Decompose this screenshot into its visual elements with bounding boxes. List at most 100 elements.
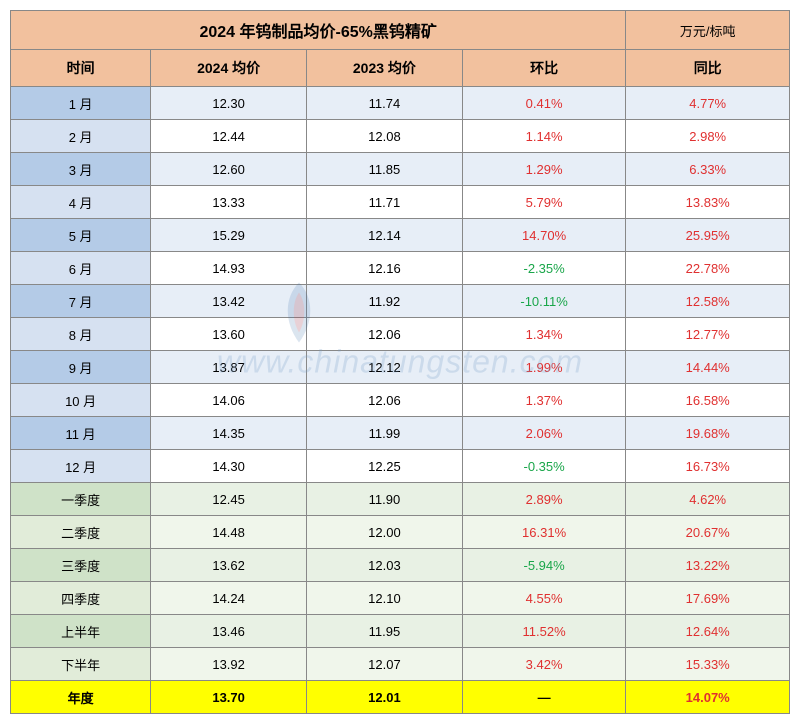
col-time: 时间 [11,50,151,87]
header-row: 时间 2024 均价 2023 均价 环比 同比 [11,50,790,87]
table-cell: 14.06 [151,384,307,417]
table-cell: 13.46 [151,615,307,648]
table-row: 7 月13.4211.92-10.11%12.58% [11,285,790,318]
table-cell: 2 月 [11,120,151,153]
table-cell: 14.35 [151,417,307,450]
table-cell: 12.06 [307,318,463,351]
table-cell: 13.70 [151,681,307,714]
table-cell: 11.85 [307,153,463,186]
table-cell: 12.06 [307,384,463,417]
table-cell: -2.35% [462,252,626,285]
table-cell: 5.79% [462,186,626,219]
table-cell: 14.24 [151,582,307,615]
table-cell: 11 月 [11,417,151,450]
table-cell: -5.94% [462,549,626,582]
table-row: 10 月14.0612.061.37%16.58% [11,384,790,417]
table-cell: 3 月 [11,153,151,186]
col-2024-avg: 2024 均价 [151,50,307,87]
table-row: 一季度12.4511.902.89%4.62% [11,483,790,516]
table-cell: 13.83% [626,186,790,219]
table-cell: 16.58% [626,384,790,417]
table-cell: 0.41% [462,87,626,120]
table-cell: — [462,681,626,714]
table-row: 年度13.7012.01—14.07% [11,681,790,714]
table-cell: 8 月 [11,318,151,351]
table-cell: 14.70% [462,219,626,252]
table-cell: 12.10 [307,582,463,615]
table-cell: 2.98% [626,120,790,153]
table-cell: 12.45 [151,483,307,516]
table-cell: 19.68% [626,417,790,450]
table-cell: 2.06% [462,417,626,450]
table-cell: 12.14 [307,219,463,252]
table-cell: 15.33% [626,648,790,681]
table-cell: 11.74 [307,87,463,120]
table-cell: 14.30 [151,450,307,483]
table-row: 6 月14.9312.16-2.35%22.78% [11,252,790,285]
table-cell: 11.99 [307,417,463,450]
table-container: www.chinatungsten.com 2024 年钨制品均价-65%黑钨精… [10,10,790,714]
table-cell: 10 月 [11,384,151,417]
table-cell: 12.00 [307,516,463,549]
table-cell: 11.95 [307,615,463,648]
table-row: 5 月15.2912.1414.70%25.95% [11,219,790,252]
table-cell: 12.64% [626,615,790,648]
table-row: 11 月14.3511.992.06%19.68% [11,417,790,450]
table-cell: -0.35% [462,450,626,483]
table-row: 1 月12.3011.740.41%4.77% [11,87,790,120]
table-cell: 1.14% [462,120,626,153]
table-cell: 15.29 [151,219,307,252]
table-unit: 万元/标吨 [626,11,790,50]
table-title: 2024 年钨制品均价-65%黑钨精矿 [11,11,626,50]
table-cell: 1 月 [11,87,151,120]
table-cell: 12.07 [307,648,463,681]
table-cell: 11.92 [307,285,463,318]
table-cell: 2.89% [462,483,626,516]
table-row: 4 月13.3311.715.79%13.83% [11,186,790,219]
table-cell: 3.42% [462,648,626,681]
table-row: 三季度13.6212.03-5.94%13.22% [11,549,790,582]
table-row: 上半年13.4611.9511.52%12.64% [11,615,790,648]
price-table: 2024 年钨制品均价-65%黑钨精矿 万元/标吨 时间 2024 均价 202… [10,10,790,714]
table-cell: 11.90 [307,483,463,516]
table-cell: 12.16 [307,252,463,285]
table-cell: 17.69% [626,582,790,615]
table-cell: 12.44 [151,120,307,153]
table-cell: 13.92 [151,648,307,681]
table-row: 2 月12.4412.081.14%2.98% [11,120,790,153]
table-cell: 三季度 [11,549,151,582]
table-cell: 9 月 [11,351,151,384]
table-cell: 4.55% [462,582,626,615]
table-cell: 4 月 [11,186,151,219]
table-cell: 22.78% [626,252,790,285]
table-row: 四季度14.2412.104.55%17.69% [11,582,790,615]
table-cell: 13.87 [151,351,307,384]
table-cell: 12.58% [626,285,790,318]
table-cell: 13.42 [151,285,307,318]
table-cell: 14.93 [151,252,307,285]
table-cell: 11.71 [307,186,463,219]
table-cell: 5 月 [11,219,151,252]
table-cell: 年度 [11,681,151,714]
table-cell: 4.77% [626,87,790,120]
table-cell: 6.33% [626,153,790,186]
table-row: 8 月13.6012.061.34%12.77% [11,318,790,351]
table-cell: 1.34% [462,318,626,351]
table-cell: 12.77% [626,318,790,351]
table-cell: 20.67% [626,516,790,549]
table-cell: 12.25 [307,450,463,483]
table-row: 下半年13.9212.073.42%15.33% [11,648,790,681]
table-cell: 14.48 [151,516,307,549]
table-row: 二季度14.4812.0016.31%20.67% [11,516,790,549]
table-row: 3 月12.6011.851.29%6.33% [11,153,790,186]
table-cell: 13.33 [151,186,307,219]
table-cell: 12.30 [151,87,307,120]
table-cell: 12.60 [151,153,307,186]
table-cell: 1.29% [462,153,626,186]
col-mom: 环比 [462,50,626,87]
table-cell: 1.37% [462,384,626,417]
table-cell: 12.12 [307,351,463,384]
table-cell: 二季度 [11,516,151,549]
table-cell: 一季度 [11,483,151,516]
table-cell: 12 月 [11,450,151,483]
